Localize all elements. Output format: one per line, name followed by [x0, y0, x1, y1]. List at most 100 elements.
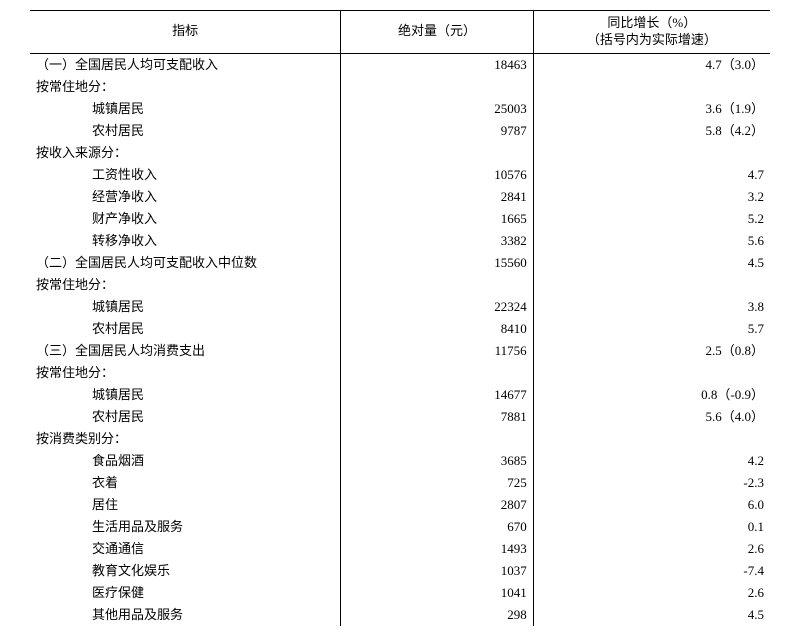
- indicator-text: 按常住地分：: [36, 365, 114, 380]
- indicator-text: 按常住地分：: [36, 79, 114, 94]
- indicator-text: 城镇居民: [36, 299, 144, 314]
- cell-indicator: 农村居民: [30, 406, 341, 428]
- indicator-text: 城镇居民: [36, 101, 144, 116]
- indicator-text: 衣着: [36, 475, 118, 490]
- table-row: 生活用品及服务 6700.1: [30, 516, 770, 538]
- cell-indicator: （二）全国居民人均可支配收入中位数: [30, 252, 341, 274]
- cell-value: 298: [341, 604, 533, 626]
- cell-growth: [533, 428, 770, 450]
- table-row: 农村居民 84105.7: [30, 318, 770, 340]
- cell-growth: 5.6（4.0）: [533, 406, 770, 428]
- indicator-text: 农村居民: [36, 321, 144, 336]
- cell-growth: 4.7（3.0）: [533, 53, 770, 76]
- cell-indicator: 工资性收入: [30, 164, 341, 186]
- cell-indicator: 转移净收入: [30, 230, 341, 252]
- indicator-text: （一）全国居民人均可支配收入: [36, 57, 218, 72]
- table-row: 城镇居民 223243.8: [30, 296, 770, 318]
- income-expenditure-table: 指标 绝对量（元） 同比增长（%） （括号内为实际增速） （一）全国居民人均可支…: [30, 10, 770, 626]
- header-growth-line1: 同比增长（%）: [607, 15, 696, 30]
- cell-indicator: 按常住地分：: [30, 274, 341, 296]
- cell-value: [341, 76, 533, 98]
- cell-growth: [533, 362, 770, 384]
- cell-value: 1037: [341, 560, 533, 582]
- table-row: 农村居民97875.8（4.2）: [30, 120, 770, 142]
- cell-indicator: 经营净收入: [30, 186, 341, 208]
- cell-indicator: （一）全国居民人均可支配收入: [30, 53, 341, 76]
- table-row: 按消费类别分：: [30, 428, 770, 450]
- cell-indicator: （三）全国居民人均消费支出: [30, 340, 341, 362]
- cell-value: [341, 428, 533, 450]
- cell-growth: 0.8（-0.9）: [533, 384, 770, 406]
- cell-growth: 4.2: [533, 450, 770, 472]
- cell-value: 10576: [341, 164, 533, 186]
- cell-indicator: 按常住地分：: [30, 76, 341, 98]
- cell-growth: 5.7: [533, 318, 770, 340]
- header-absolute: 绝对量（元）: [341, 11, 533, 54]
- table-row: 医疗保健10412.6: [30, 582, 770, 604]
- table-row: 按常住地分：: [30, 274, 770, 296]
- indicator-text: 交通通信: [36, 541, 144, 556]
- indicator-text: 居住: [36, 497, 118, 512]
- cell-growth: [533, 142, 770, 164]
- cell-value: 9787: [341, 120, 533, 142]
- cell-indicator: 衣着: [30, 472, 341, 494]
- cell-value: 1041: [341, 582, 533, 604]
- cell-value: 22324: [341, 296, 533, 318]
- table-row: （一）全国居民人均可支配收入 184634.7（3.0）: [30, 53, 770, 76]
- cell-indicator: 医疗保健: [30, 582, 341, 604]
- cell-value: 3382: [341, 230, 533, 252]
- cell-value: 670: [341, 516, 533, 538]
- cell-indicator: 城镇居民: [30, 384, 341, 406]
- cell-value: 2807: [341, 494, 533, 516]
- indicator-text: 教育文化娱乐: [36, 563, 170, 578]
- cell-value: 725: [341, 472, 533, 494]
- cell-value: [341, 362, 533, 384]
- indicator-text: 生活用品及服务: [36, 519, 183, 534]
- cell-indicator: 按收入来源分：: [30, 142, 341, 164]
- cell-growth: 2.6: [533, 582, 770, 604]
- table-container: 指标 绝对量（元） 同比增长（%） （括号内为实际增速） （一）全国居民人均可支…: [30, 10, 770, 626]
- table-row: 经营净收入28413.2: [30, 186, 770, 208]
- cell-growth: 3.8: [533, 296, 770, 318]
- table-row: （三）全国居民人均消费支出117562.5（0.8）: [30, 340, 770, 362]
- header-indicator: 指标: [30, 11, 341, 54]
- cell-value: 1665: [341, 208, 533, 230]
- indicator-text: 经营净收入: [36, 189, 157, 204]
- cell-growth: 4.7: [533, 164, 770, 186]
- indicator-text: 农村居民: [36, 123, 144, 138]
- cell-value: 1493: [341, 538, 533, 560]
- table-row: 转移净收入33825.6: [30, 230, 770, 252]
- indicator-text: 工资性收入: [36, 167, 157, 182]
- cell-growth: 6.0: [533, 494, 770, 516]
- cell-growth: [533, 274, 770, 296]
- table-row: 城镇居民250033.6（1.9）: [30, 98, 770, 120]
- indicator-text: 食品烟酒: [36, 453, 144, 468]
- cell-indicator: 居住: [30, 494, 341, 516]
- cell-indicator: 交通通信: [30, 538, 341, 560]
- cell-growth: 2.6: [533, 538, 770, 560]
- cell-growth: 5.6: [533, 230, 770, 252]
- indicator-text: 财产净收入: [36, 211, 157, 226]
- table-row: 居住 28076.0: [30, 494, 770, 516]
- cell-indicator: 农村居民: [30, 120, 341, 142]
- cell-value: 8410: [341, 318, 533, 340]
- indicator-text: 城镇居民: [36, 387, 144, 402]
- table-header: 指标 绝对量（元） 同比增长（%） （括号内为实际增速）: [30, 11, 770, 54]
- cell-growth: 4.5: [533, 604, 770, 626]
- table-row: （二）全国居民人均可支配收入中位数155604.5: [30, 252, 770, 274]
- indicator-text: 其他用品及服务: [36, 607, 183, 622]
- cell-value: 11756: [341, 340, 533, 362]
- indicator-text: 按常住地分：: [36, 277, 114, 292]
- cell-growth: 2.5（0.8）: [533, 340, 770, 362]
- table-row: 按常住地分：: [30, 76, 770, 98]
- cell-value: 18463: [341, 53, 533, 76]
- table-row: 财产净收入16655.2: [30, 208, 770, 230]
- cell-growth: [533, 76, 770, 98]
- indicator-text: 按消费类别分：: [36, 431, 127, 446]
- cell-indicator: 财产净收入: [30, 208, 341, 230]
- cell-indicator: 生活用品及服务: [30, 516, 341, 538]
- cell-growth: -7.4: [533, 560, 770, 582]
- header-growth: 同比增长（%） （括号内为实际增速）: [533, 11, 770, 54]
- table-row: 工资性收入 105764.7: [30, 164, 770, 186]
- cell-growth: 0.1: [533, 516, 770, 538]
